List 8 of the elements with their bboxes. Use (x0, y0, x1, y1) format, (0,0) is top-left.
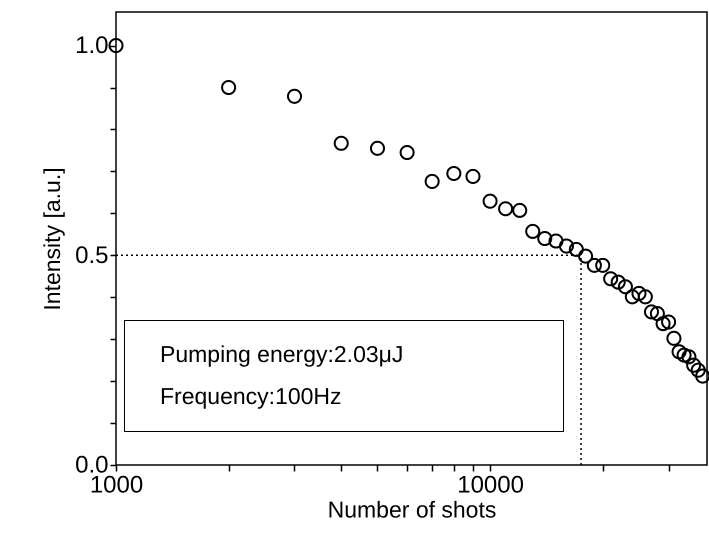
y-tick-label: 1.0 (75, 32, 108, 60)
x-axis-title: Number of shots (328, 496, 496, 522)
annotation: Frequency:100Hz (160, 383, 342, 409)
annotation: Pumping energy:2.03μJ (160, 341, 404, 367)
x-tick-label: 1000 (90, 472, 144, 498)
y-axis-title: Intensity [a.u.] (39, 167, 66, 311)
y-tick-label: 0.5 (75, 242, 108, 269)
x-tick-label: 10000 (457, 472, 524, 498)
